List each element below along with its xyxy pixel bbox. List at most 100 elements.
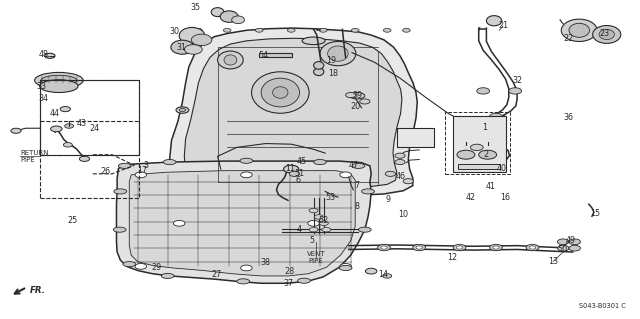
Circle shape (176, 107, 189, 113)
Text: 30: 30 (169, 27, 179, 36)
Text: 20: 20 (351, 102, 361, 111)
Text: 6: 6 (296, 176, 301, 185)
Circle shape (490, 244, 502, 251)
Circle shape (284, 165, 299, 173)
Ellipse shape (123, 262, 136, 267)
Text: 16: 16 (500, 193, 511, 202)
Circle shape (241, 265, 252, 271)
Circle shape (195, 28, 202, 32)
Circle shape (346, 93, 356, 98)
Text: 51: 51 (294, 169, 305, 178)
Bar (453, 116, 506, 172)
Text: 23: 23 (599, 29, 609, 38)
Circle shape (241, 172, 252, 178)
Text: 22: 22 (563, 34, 573, 43)
Ellipse shape (486, 16, 502, 26)
Ellipse shape (41, 75, 77, 85)
Text: 40: 40 (497, 164, 507, 173)
Text: 7: 7 (355, 182, 360, 190)
Text: 41: 41 (485, 182, 495, 191)
Bar (40, 121, 139, 198)
Text: 38: 38 (260, 258, 270, 267)
Ellipse shape (163, 160, 176, 165)
Circle shape (403, 179, 413, 184)
Circle shape (467, 163, 480, 169)
Polygon shape (116, 161, 371, 283)
Ellipse shape (302, 37, 325, 45)
Ellipse shape (320, 41, 356, 66)
Circle shape (63, 143, 72, 147)
Ellipse shape (211, 8, 224, 17)
Text: VENT
PIPE: VENT PIPE (307, 251, 326, 264)
Text: 53: 53 (325, 193, 335, 202)
Text: 27: 27 (211, 271, 221, 279)
Text: 14: 14 (378, 271, 388, 279)
Ellipse shape (599, 29, 614, 40)
Polygon shape (129, 171, 355, 276)
Circle shape (477, 88, 490, 94)
Bar (40, 80, 139, 155)
Text: 48: 48 (38, 50, 49, 59)
Ellipse shape (218, 51, 243, 69)
Bar (259, 53, 292, 57)
Circle shape (340, 172, 351, 178)
Circle shape (490, 113, 502, 120)
Text: 34: 34 (38, 94, 49, 103)
Text: 50: 50 (557, 245, 568, 254)
Circle shape (378, 244, 390, 251)
Text: 35: 35 (190, 4, 200, 12)
Text: 45: 45 (297, 157, 307, 166)
Circle shape (529, 246, 536, 249)
Circle shape (526, 244, 539, 251)
Circle shape (51, 126, 62, 132)
Text: 10: 10 (398, 210, 408, 219)
Ellipse shape (179, 27, 205, 44)
Bar (397, 128, 434, 147)
Circle shape (173, 220, 185, 226)
Circle shape (340, 263, 351, 269)
Ellipse shape (349, 93, 365, 99)
Text: 49: 49 (566, 236, 576, 245)
Circle shape (509, 88, 522, 94)
Text: 29: 29 (151, 263, 161, 272)
Text: 17: 17 (137, 166, 147, 174)
Circle shape (557, 239, 569, 245)
Text: 12: 12 (447, 253, 458, 262)
Circle shape (493, 246, 499, 249)
Circle shape (569, 245, 580, 251)
Ellipse shape (232, 16, 244, 24)
Text: 54: 54 (259, 51, 269, 60)
Polygon shape (170, 28, 417, 197)
Circle shape (351, 28, 359, 32)
Polygon shape (184, 38, 402, 189)
Ellipse shape (220, 11, 238, 22)
Circle shape (45, 53, 55, 58)
Circle shape (11, 128, 21, 133)
Ellipse shape (237, 279, 250, 284)
Text: 28: 28 (284, 267, 294, 276)
Ellipse shape (113, 227, 126, 232)
Circle shape (381, 246, 387, 249)
Ellipse shape (314, 160, 326, 165)
Text: 15: 15 (590, 209, 600, 218)
Circle shape (322, 227, 331, 232)
Text: 43: 43 (77, 119, 87, 128)
Bar (458, 164, 500, 169)
Ellipse shape (314, 68, 324, 76)
Ellipse shape (339, 265, 352, 271)
Ellipse shape (252, 72, 309, 113)
Ellipse shape (273, 87, 288, 98)
Circle shape (135, 172, 147, 178)
Text: 37: 37 (283, 279, 293, 288)
Text: 32: 32 (512, 76, 522, 85)
Ellipse shape (298, 278, 310, 283)
Text: RETURN
PIPE: RETURN PIPE (20, 150, 49, 163)
Ellipse shape (352, 163, 365, 168)
Circle shape (314, 215, 323, 219)
Ellipse shape (561, 19, 597, 41)
Ellipse shape (40, 80, 78, 93)
Ellipse shape (358, 227, 371, 232)
Ellipse shape (362, 189, 374, 194)
Circle shape (319, 221, 328, 226)
Ellipse shape (184, 45, 202, 54)
